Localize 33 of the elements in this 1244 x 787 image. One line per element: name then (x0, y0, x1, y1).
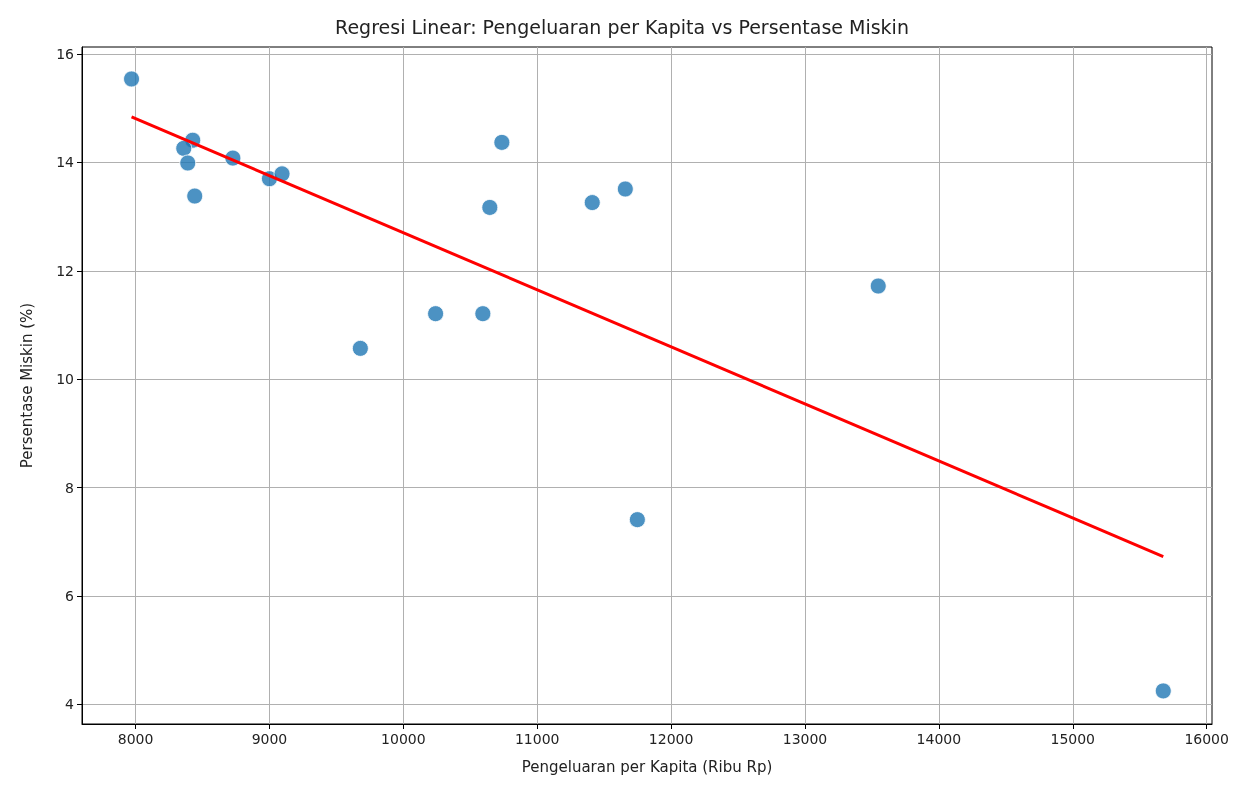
point (123, 70, 141, 88)
point (186, 187, 204, 205)
y-tick-label: 12 (56, 262, 74, 279)
x-axis-title: Pengeluaran per Kapita (Ribu Rp) (521, 757, 773, 776)
point (179, 154, 197, 172)
chart-title: Regresi Linear: Pengeluaran per Kapita vs Persentase Miskin (335, 15, 909, 38)
point (628, 511, 646, 529)
x-tick-label: 10000 (381, 731, 426, 747)
x-tick-label: 14000 (916, 731, 962, 747)
point (869, 277, 887, 295)
point (493, 133, 511, 151)
x-tick-label: 13000 (782, 731, 828, 747)
point (616, 180, 634, 198)
y-tick-label: 8 (65, 479, 74, 496)
x-tick-label: 15000 (1050, 731, 1096, 747)
point (351, 339, 369, 357)
point (474, 305, 492, 323)
x-tick-label: 9000 (251, 731, 288, 747)
y-tick-label: 16 (56, 46, 75, 63)
y-tick-label: 6 (65, 588, 75, 605)
point (1154, 682, 1172, 700)
y-tick-label: 10 (56, 371, 74, 388)
point (427, 305, 445, 323)
point (481, 198, 499, 216)
point (175, 139, 193, 157)
x-tick-label: 16000 (1184, 731, 1229, 747)
y-tick-label: 4 (65, 696, 75, 713)
y-axis-title: Persentase Miskin (%) (17, 302, 36, 469)
x-tick-label: 11000 (514, 731, 560, 747)
point (583, 194, 601, 212)
x-tick-label: 8000 (117, 731, 154, 747)
y-tick-label: 14 (56, 154, 75, 171)
x-tick-label: 12000 (648, 731, 694, 747)
